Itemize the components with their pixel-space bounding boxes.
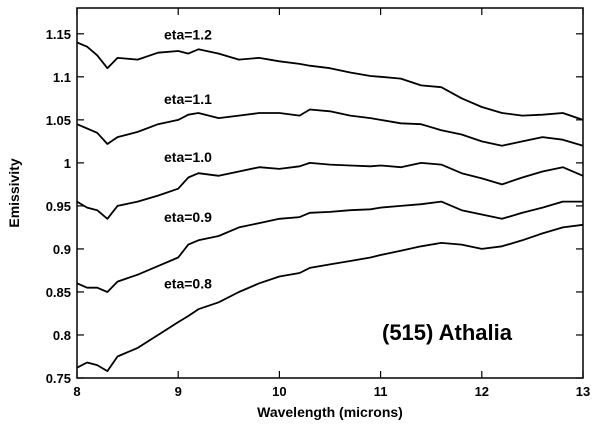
y-tick-label: 0.9 — [53, 242, 71, 257]
series-label: eta=1.0 — [164, 149, 212, 165]
y-tick-label: 1 — [64, 156, 71, 171]
series-lines — [76, 41, 584, 373]
axis-ticks — [76, 8, 584, 379]
y-tick-label: 0.95 — [46, 199, 71, 214]
series-labels: eta=1.2 eta=1.1 eta=1.0 eta=0.9 eta=0.8 — [164, 27, 212, 292]
series-line — [76, 223, 584, 373]
series-label: eta=1.1 — [164, 91, 212, 107]
axis-tick-labels: 8 9 10 11 12 13 0.75 0.8 0.85 0.9 0.95 1 1.05 1.1 1.15 — [46, 27, 591, 399]
plot-frame — [76, 7, 584, 379]
series-line — [76, 41, 584, 121]
y-tick-label: 0.8 — [53, 328, 71, 343]
series-label: eta=0.8 — [164, 275, 212, 291]
series-line — [76, 108, 584, 147]
series-label: eta=1.2 — [164, 27, 212, 43]
y-tick-label: 1.05 — [46, 113, 71, 128]
y-tick-label: 1.15 — [46, 27, 71, 42]
x-tick-label: 12 — [475, 384, 489, 399]
y-tick-label: 1.1 — [53, 70, 71, 85]
x-tick-label: 13 — [576, 384, 590, 399]
object-annotation: (515) Athalia — [382, 320, 513, 345]
x-tick-label: 8 — [73, 384, 80, 399]
y-axis-title: Emissivity — [6, 158, 22, 227]
x-tick-label: 9 — [175, 384, 182, 399]
x-axis-title: Wavelength (microns) — [257, 404, 403, 420]
x-tick-label: 10 — [272, 384, 286, 399]
y-tick-label: 0.85 — [46, 285, 71, 300]
series-line — [76, 200, 583, 293]
series-line — [76, 161, 584, 220]
x-tick-label: 11 — [374, 384, 388, 399]
series-label: eta=0.9 — [164, 209, 212, 225]
y-tick-label: 0.75 — [46, 371, 71, 386]
